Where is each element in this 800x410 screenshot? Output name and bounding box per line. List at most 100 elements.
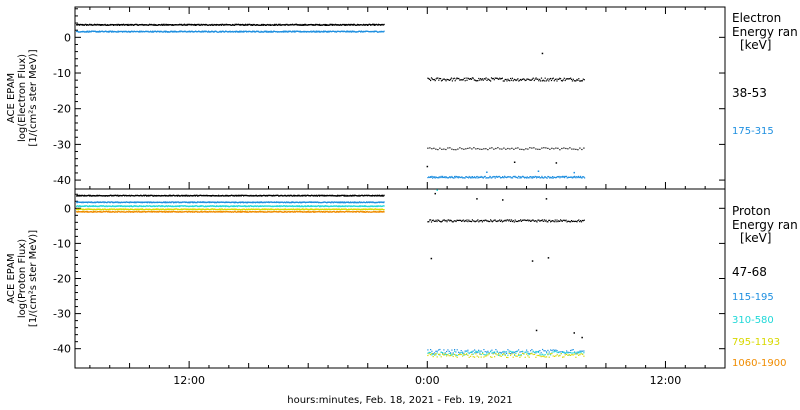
data-point	[472, 220, 474, 222]
data-point	[99, 211, 101, 213]
data-point	[518, 354, 520, 356]
data-point	[576, 351, 578, 353]
data-point	[466, 79, 468, 81]
data-point	[453, 77, 455, 79]
data-point	[483, 78, 485, 80]
electron-ytick-label: -30	[53, 138, 71, 151]
data-point	[552, 220, 554, 222]
data-point	[133, 211, 135, 213]
data-point	[242, 31, 244, 33]
data-point	[570, 78, 573, 80]
proton-series-47-68	[76, 192, 585, 339]
data-point	[111, 211, 113, 213]
data-point	[371, 195, 373, 197]
data-point	[124, 209, 126, 211]
data-point	[532, 350, 534, 352]
data-point	[345, 31, 347, 33]
data-point	[496, 176, 498, 178]
data-point	[427, 77, 429, 79]
data-point	[561, 147, 563, 150]
data-point	[524, 176, 526, 178]
data-point	[491, 221, 493, 223]
data-point	[202, 30, 204, 32]
data-point	[430, 79, 432, 82]
data-point	[161, 205, 163, 207]
data-point	[264, 31, 266, 33]
data-point	[542, 355, 544, 357]
data-point	[506, 351, 508, 353]
data-point	[508, 176, 510, 178]
data-point	[110, 194, 112, 196]
data-point	[274, 23, 276, 25]
data-point	[318, 30, 320, 32]
data-point	[511, 353, 513, 355]
data-point	[492, 220, 494, 222]
data-point	[457, 176, 459, 178]
data-point	[478, 77, 480, 80]
data-point	[164, 30, 166, 32]
proton-series-115-195	[76, 201, 585, 355]
data-point	[352, 24, 354, 26]
data-point	[564, 354, 566, 356]
data-point	[527, 351, 529, 353]
electron-legend-title-line: Electron	[732, 11, 781, 25]
data-point	[515, 79, 517, 82]
data-point	[475, 80, 477, 82]
data-point	[186, 23, 188, 25]
data-point	[455, 354, 457, 356]
data-point	[429, 147, 431, 149]
data-point	[450, 355, 452, 357]
data-point	[534, 176, 536, 178]
data-point	[461, 176, 463, 178]
data-point	[513, 221, 515, 223]
data-point	[483, 349, 485, 351]
data-point	[369, 206, 371, 208]
data-point	[136, 208, 138, 210]
data-point	[572, 349, 574, 351]
data-point	[293, 31, 295, 33]
data-point	[459, 353, 461, 356]
data-point	[496, 351, 498, 353]
data-point	[499, 355, 501, 357]
data-point	[536, 351, 538, 353]
data-point	[485, 177, 487, 179]
data-point	[551, 352, 553, 355]
data-point	[165, 23, 167, 25]
data-point	[577, 149, 579, 151]
data-point	[547, 147, 549, 149]
data-point	[555, 162, 558, 164]
data-point	[76, 202, 78, 204]
data-point	[449, 147, 451, 149]
data-point	[455, 220, 457, 223]
data-point	[548, 80, 550, 82]
data-point	[316, 30, 318, 32]
data-point	[448, 355, 450, 357]
data-point	[454, 177, 456, 179]
data-point	[530, 176, 532, 178]
data-point	[456, 354, 458, 356]
data-point	[460, 350, 462, 352]
data-point	[98, 31, 100, 33]
data-point	[488, 353, 490, 355]
data-point	[546, 352, 548, 354]
data-point	[556, 352, 558, 354]
data-point	[559, 220, 561, 222]
data-point	[485, 148, 487, 150]
data-point	[106, 205, 108, 207]
data-point	[545, 219, 547, 221]
data-point	[553, 221, 555, 223]
data-point	[567, 148, 569, 150]
data-point	[544, 176, 546, 178]
data-point	[261, 201, 263, 203]
data-point	[86, 211, 88, 213]
data-point	[451, 221, 453, 223]
data-point	[314, 31, 316, 33]
data-point	[574, 351, 576, 353]
data-point	[519, 177, 521, 179]
data-point	[505, 176, 507, 178]
data-point	[486, 355, 488, 357]
data-point	[534, 175, 536, 177]
data-point	[530, 353, 532, 355]
data-point	[530, 350, 532, 352]
data-point	[377, 24, 379, 26]
